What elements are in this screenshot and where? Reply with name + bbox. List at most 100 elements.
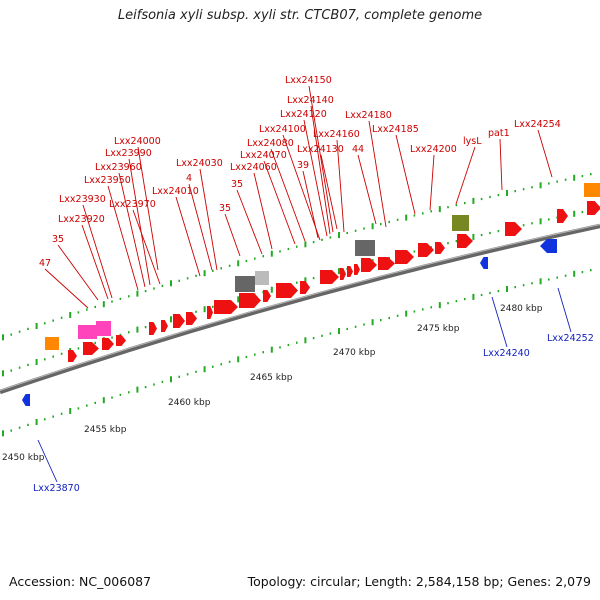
- tick-mark: [581, 211, 584, 214]
- forward-gene-label: lysL: [463, 136, 482, 147]
- forward-gene-label: 47: [39, 258, 51, 269]
- tick-mark: [237, 296, 240, 303]
- tick-mark: [497, 194, 500, 197]
- scale-label: 2460 kbp: [168, 398, 211, 408]
- leader-line: [320, 154, 338, 230]
- tick-mark: [237, 260, 240, 267]
- forward-gene: [214, 300, 238, 314]
- tick-mark: [186, 373, 189, 376]
- tick-mark: [581, 175, 584, 178]
- tick-mark: [287, 247, 290, 251]
- forward-gene-label: 35: [219, 203, 231, 214]
- tick-mark: [480, 197, 483, 201]
- tick-mark: [170, 376, 172, 383]
- tick-mark: [203, 270, 206, 277]
- tick-mark: [480, 293, 483, 297]
- tick-mark: [304, 241, 307, 248]
- tick-mark: [556, 180, 558, 183]
- tick-layer: [2, 173, 592, 437]
- tick-mark: [86, 404, 88, 407]
- forward-gene: [361, 258, 377, 272]
- tick-mark: [489, 231, 491, 235]
- forward-gene-label: Lxx24150: [285, 75, 332, 86]
- leader-line: [302, 170, 319, 239]
- leader-line: [253, 172, 273, 250]
- tick-mark: [531, 222, 533, 225]
- forward-gene: [116, 335, 126, 346]
- forward-gene-label: 44: [352, 144, 364, 155]
- leader-line: [81, 224, 109, 300]
- leader-line: [499, 138, 503, 191]
- tick-mark: [346, 231, 348, 235]
- reverse-gene: [480, 257, 488, 269]
- forward-gene-label: 39: [297, 160, 309, 171]
- misc-gene: [452, 215, 469, 231]
- tick-mark: [539, 278, 542, 285]
- tick-mark: [119, 333, 122, 336]
- tick-mark: [178, 279, 180, 282]
- tick-mark: [296, 245, 298, 248]
- tick-mark: [102, 397, 105, 404]
- tick-mark: [438, 302, 441, 309]
- forward-gene-label: 35: [52, 234, 64, 245]
- tick-mark: [455, 240, 458, 243]
- leader-line: [368, 120, 387, 228]
- tick-mark: [296, 341, 298, 344]
- tick-mark: [531, 186, 533, 189]
- tick-mark: [60, 352, 63, 355]
- tick-mark: [304, 337, 307, 344]
- tick-mark: [329, 332, 332, 335]
- leader-line: [37, 439, 58, 483]
- leader-line: [557, 287, 572, 333]
- forward-gene-label: Lxx23960: [95, 162, 142, 173]
- forward-gene-label: Lxx24180: [345, 110, 392, 121]
- tick-mark: [464, 202, 466, 205]
- gene-layer: [22, 183, 600, 406]
- tick-mark: [548, 278, 550, 281]
- genome-summary: Topology: circular; Length: 2,584,158 bp…: [247, 574, 591, 589]
- leader-line: [137, 146, 159, 271]
- tick-mark: [60, 316, 63, 319]
- leader-line: [44, 268, 89, 309]
- forward-gene: [587, 201, 600, 215]
- forward-gene: [173, 314, 185, 328]
- tick-mark: [455, 204, 458, 207]
- tick-mark: [363, 323, 365, 326]
- tick-mark: [153, 383, 155, 386]
- leader-line: [128, 158, 151, 286]
- tick-mark: [447, 302, 449, 305]
- tick-mark: [94, 305, 96, 308]
- scale-label: 2465 kbp: [250, 373, 293, 383]
- tick-mark: [212, 365, 214, 368]
- forward-gene-label: Lxx23920: [58, 214, 105, 225]
- tick-mark: [111, 336, 113, 339]
- tick-mark: [338, 232, 340, 239]
- leader-line: [336, 139, 345, 233]
- leader-line: [82, 204, 113, 299]
- tick-mark: [548, 182, 550, 185]
- tick-mark: [52, 415, 54, 418]
- tick-mark: [506, 286, 508, 292]
- tick-mark: [245, 259, 248, 263]
- leader-line: [175, 196, 201, 277]
- tick-mark: [405, 310, 408, 317]
- tick-mark: [77, 407, 80, 410]
- tick-mark: [573, 174, 576, 181]
- scale-label: 2450 kbp: [2, 453, 45, 463]
- genome-axis-highlight: [0, 224, 600, 391]
- tick-mark: [430, 210, 432, 213]
- pseudo-gene: [355, 240, 375, 256]
- tick-mark: [380, 319, 382, 322]
- tick-mark: [203, 306, 206, 313]
- tick-mark: [279, 346, 281, 349]
- leader-line: [132, 209, 161, 285]
- tick-mark: [161, 380, 164, 383]
- tick-mark: [480, 233, 483, 237]
- tick-mark: [564, 178, 567, 181]
- forward-gene: [239, 293, 261, 308]
- tick-mark: [2, 370, 4, 377]
- tick-mark: [270, 286, 273, 293]
- misc-gene: [584, 183, 600, 197]
- scale-label: 2475 kbp: [417, 324, 460, 334]
